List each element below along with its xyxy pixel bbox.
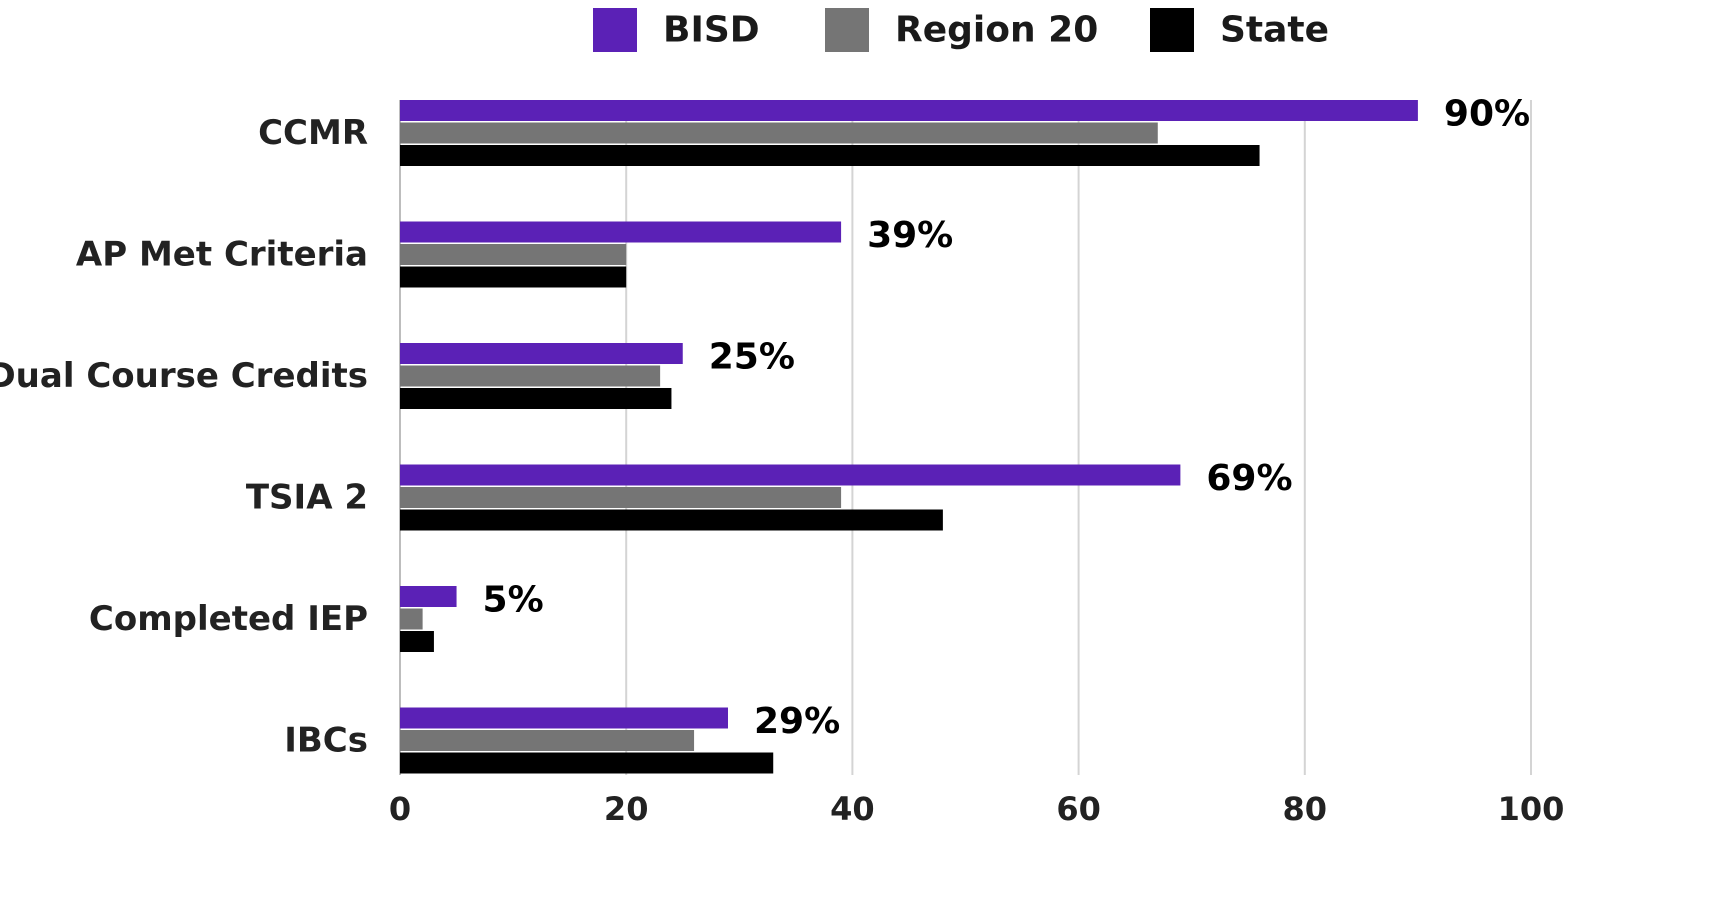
category-label-ibcs: IBCs [284, 721, 368, 761]
gridlines [625, 100, 1532, 775]
bar-tsia-2-bisd [400, 464, 1181, 486]
bar-ccmr-state [400, 145, 1260, 166]
bar-ibcs-region-20 [400, 730, 695, 751]
bar-completed-iep-region-20 [400, 608, 423, 630]
bar-ibcs-state [400, 752, 774, 774]
legend: BISD Region 20 State [593, 8, 1329, 52]
data-label-ccmr: 90% [1444, 94, 1530, 135]
x-tick-label-100: 100 [1498, 790, 1565, 828]
x-tick-label-60: 60 [1056, 790, 1101, 828]
legend-swatch-bisd [593, 8, 637, 52]
bar-completed-iep-bisd [400, 586, 457, 607]
bars [400, 100, 1418, 774]
bar-completed-iep-state [400, 631, 434, 652]
category-label-ccmr: CCMR [258, 113, 368, 153]
bar-ap-met-criteria-bisd [400, 221, 842, 243]
bar-dual-course-credits-region-20 [400, 365, 661, 387]
bar-ap-met-criteria-state [400, 266, 627, 288]
data-label-tsia-2: 69% [1206, 458, 1292, 499]
bar-ibcs-bisd [400, 707, 728, 729]
bar-ccmr-region-20 [400, 122, 1158, 144]
data-label-dual-course-credits: 25% [709, 337, 795, 378]
legend-swatch-region-20 [825, 8, 869, 52]
bar-ccmr-bisd [400, 100, 1418, 121]
category-label-ap-met-criteria: AP Met Criteria [76, 235, 368, 275]
legend-label-region-20: Region 20 [895, 10, 1098, 51]
bar-tsia-2-region-20 [400, 487, 842, 508]
legend-swatch-state [1150, 8, 1194, 52]
category-label-completed-iep: Completed IEP [89, 599, 368, 639]
category-label-tsia-2: TSIA 2 [246, 478, 368, 518]
data-label-ap-met-criteria: 39% [867, 215, 953, 256]
data-label-completed-iep: 5% [483, 580, 544, 621]
data-label-ibcs: 29% [754, 701, 840, 742]
x-tick-label-40: 40 [830, 790, 875, 828]
bar-ap-met-criteria-region-20 [400, 244, 627, 265]
legend-label-bisd: BISD [663, 10, 760, 51]
x-tick-label-20: 20 [604, 790, 649, 828]
data-labels: 90% 39% 25% 69% 5% 29% [483, 94, 1531, 743]
x-tick-labels: 0 20 40 60 80 100 [389, 790, 1565, 828]
x-tick-label-80: 80 [1283, 790, 1328, 828]
legend-label-state: State [1220, 10, 1329, 51]
bar-tsia-2-state [400, 509, 943, 531]
category-label-dual-course-credits: Dual Course Credits [0, 356, 368, 396]
bar-dual-course-credits-state [400, 388, 672, 409]
category-labels: CCMR AP Met Criteria Dual Course Credits TS… [0, 113, 368, 761]
x-tick-label-0: 0 [389, 790, 411, 828]
bar-dual-course-credits-bisd [400, 343, 683, 364]
